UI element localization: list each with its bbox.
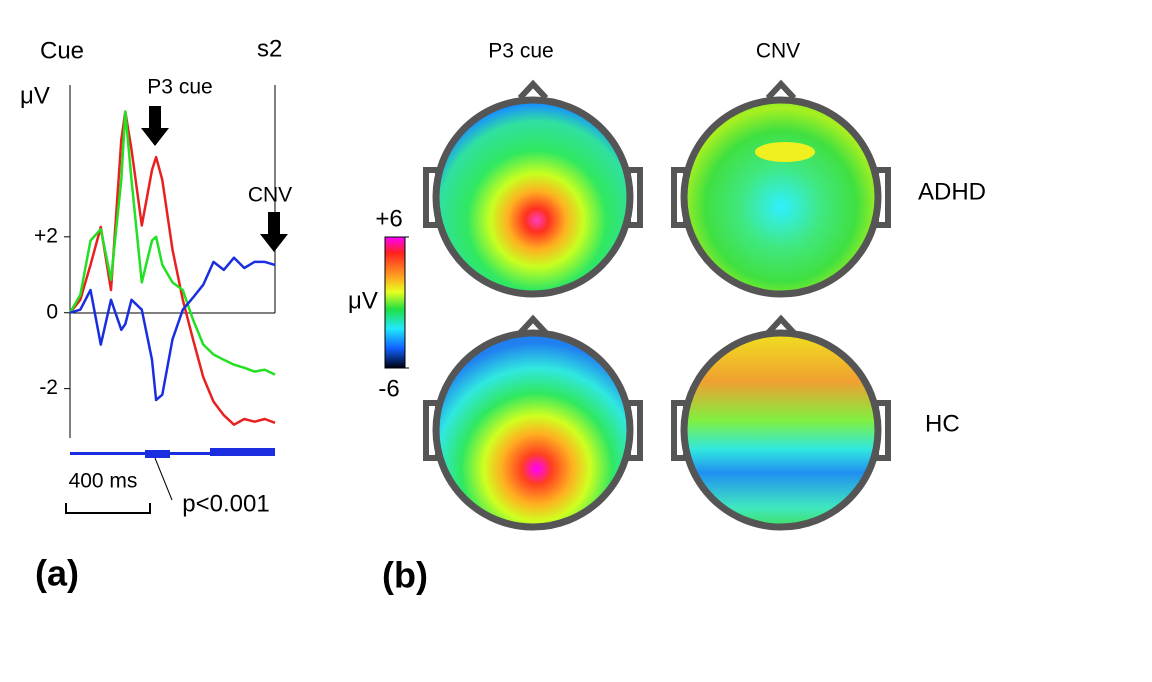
panel-label: (b): [382, 555, 428, 596]
column-label: CNV: [756, 40, 800, 63]
s2-label: s2: [257, 35, 282, 62]
topomap: [671, 314, 891, 531]
significance-bar: [145, 450, 170, 458]
hot-spot: [755, 142, 815, 162]
arrow: [141, 106, 169, 146]
y-label: μV: [20, 82, 50, 109]
significance-bar: [210, 448, 275, 456]
annotation: P3 cue: [147, 76, 212, 99]
colorbar: [384, 236, 406, 369]
scale-bar-label: 400 ms: [69, 470, 138, 493]
row-label: HC: [925, 410, 960, 437]
series-line: [68, 110, 276, 376]
y-tick-label: +2: [34, 224, 58, 247]
series-line: [69, 256, 276, 402]
y-tick-label: -2: [39, 376, 58, 399]
panel-label: (a): [35, 553, 79, 594]
significance-label: p<0.001: [182, 490, 269, 517]
annotation: CNV: [248, 184, 292, 207]
topomap: [423, 79, 643, 298]
row-label: ADHD: [918, 178, 986, 205]
colorbar-label: μV: [348, 287, 378, 314]
arrow: [260, 212, 288, 252]
colorbar-tick-label: +6: [375, 205, 402, 232]
column-label: P3 cue: [488, 40, 553, 63]
colorbar-tick-label: -6: [378, 375, 399, 402]
significance-bar: [70, 452, 275, 455]
y-tick-label: 0: [46, 300, 58, 323]
scale-bar: [65, 503, 151, 514]
pointer: [154, 457, 173, 501]
topomap: [423, 314, 643, 531]
topomap: [671, 79, 891, 298]
cue-label: Cue: [40, 37, 84, 64]
